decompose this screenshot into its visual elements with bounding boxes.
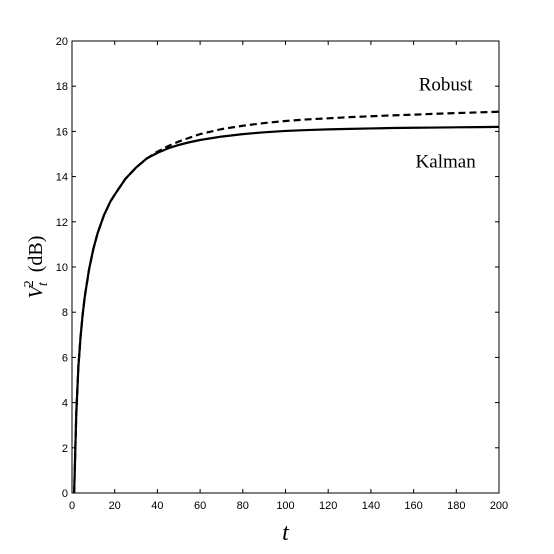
axis-ticks: 0 20 40 60 80 100 120 140 160 180 200 0 2 4 6 8 10 12 14 16… <box>56 36 508 512</box>
x-tick-label: 180 <box>447 500 465 512</box>
y-axis-label-base: V <box>25 283 47 298</box>
y-tick-label: 8 <box>62 307 68 319</box>
y-tick-label: 6 <box>62 352 68 364</box>
x-tick-label: 80 <box>237 500 249 512</box>
y-axis-label: Vt2 (dB) <box>22 236 51 299</box>
x-tick-label: 200 <box>490 500 508 512</box>
x-tick-label: 120 <box>319 500 337 512</box>
x-tick-label: 140 <box>362 500 380 512</box>
annotation-robust: Robust <box>419 75 474 96</box>
annotations: Robust Kalman <box>416 75 477 173</box>
y-tick-label: 0 <box>62 488 68 500</box>
y-axis-label-sub: t <box>36 281 51 286</box>
x-tick-label: 20 <box>109 500 121 512</box>
x-tick-label: 100 <box>276 500 294 512</box>
y-tick-label: 20 <box>56 36 68 48</box>
y-tick-label: 12 <box>56 217 68 229</box>
y-tick-label: 4 <box>62 398 68 410</box>
y-tick-label: 2 <box>62 443 68 455</box>
x-tick-label: 60 <box>194 500 206 512</box>
x-tick-label: 160 <box>404 500 422 512</box>
y-axis-label-sup: 2 <box>22 280 37 287</box>
plot-area <box>71 40 500 494</box>
series-layer <box>73 110 500 494</box>
y-axis-label-unit: (dB) <box>25 236 47 273</box>
y-tick-label: 18 <box>56 81 68 93</box>
x-axis-label: t <box>282 520 290 546</box>
y-tick-label: 16 <box>56 126 68 138</box>
y-tick-label: 10 <box>56 262 68 274</box>
series-line-kalman <box>73 125 500 494</box>
x-tick-label: 40 <box>151 500 163 512</box>
x-tick-label: 0 <box>69 500 75 512</box>
y-tick-label: 14 <box>56 172 68 184</box>
annotation-kalman: Kalman <box>416 152 477 173</box>
